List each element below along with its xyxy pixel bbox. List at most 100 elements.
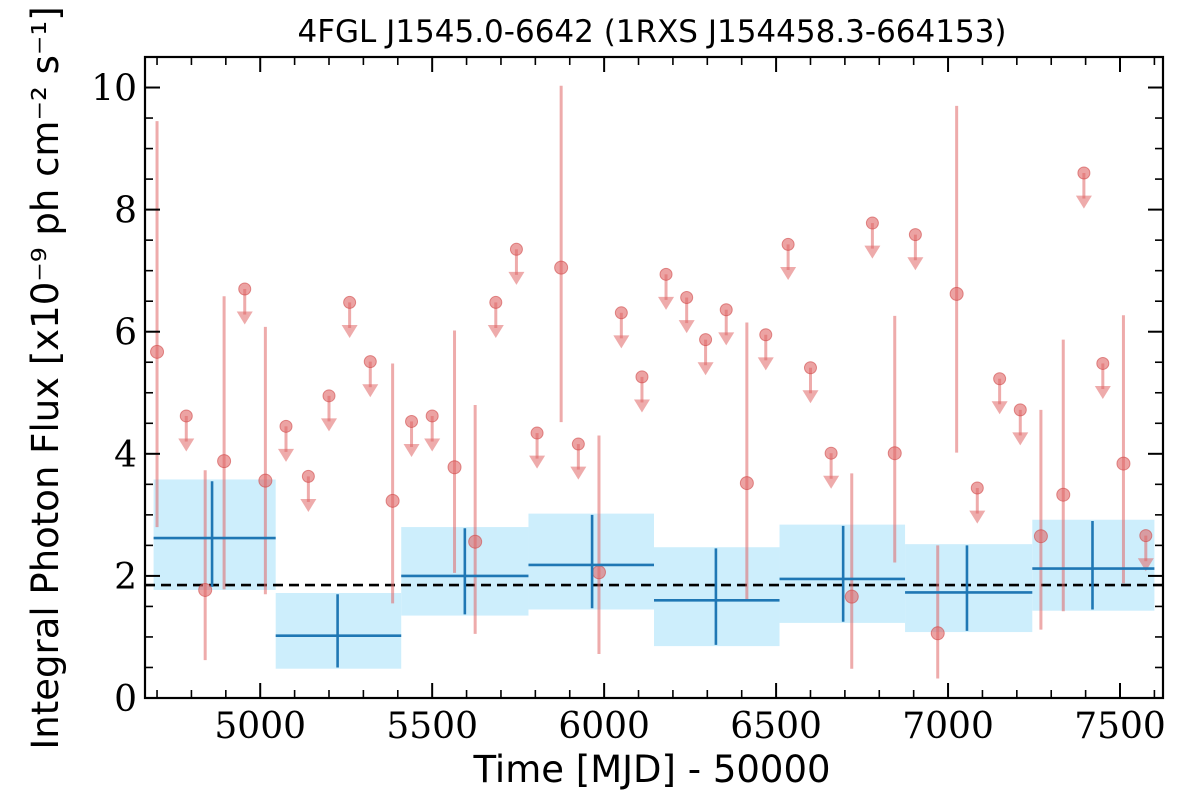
short-bin-point bbox=[385, 493, 400, 508]
x-tick-label: 6500 bbox=[730, 706, 822, 747]
short-bin-point bbox=[447, 460, 462, 475]
upper-limit-arrowhead bbox=[969, 510, 986, 524]
upper-limit-arrowhead bbox=[341, 324, 358, 338]
short-bin-point bbox=[217, 454, 232, 469]
short-bin-point bbox=[150, 344, 165, 359]
upper-limit-arrowhead bbox=[991, 401, 1008, 415]
upper-limit-point bbox=[908, 228, 922, 242]
y-tick-label: 6 bbox=[114, 313, 137, 354]
upper-limit-arrowhead bbox=[658, 296, 675, 310]
upper-limit-point bbox=[1013, 403, 1027, 417]
y-tick-label: 10 bbox=[91, 69, 137, 110]
upper-limit-point bbox=[865, 216, 879, 230]
upper-limit-arrowhead bbox=[780, 266, 797, 280]
upper-limit-point bbox=[571, 437, 585, 451]
x-tick-label: 5500 bbox=[386, 706, 478, 747]
upper-limit-point bbox=[1139, 529, 1153, 543]
short-bin-point bbox=[468, 534, 483, 549]
long-bin-points bbox=[153, 481, 1155, 668]
y-axis-label: Integral Photon Flux [x10⁻⁹ ph cm⁻² s⁻¹] bbox=[24, 6, 67, 749]
axes: 5000 5500 6000 6500 7000 7500 0 2 4 6 8 10 bbox=[91, 55, 1166, 747]
upper-limit-arrowhead bbox=[508, 271, 525, 285]
upper-limit-arrowhead bbox=[1012, 432, 1029, 446]
x-tick-label: 7500 bbox=[1074, 706, 1166, 747]
upper-limit-arrowhead bbox=[424, 438, 441, 452]
short-bin-point bbox=[1033, 529, 1048, 544]
upper-limit-arrowhead bbox=[613, 335, 630, 349]
long-bin-bands bbox=[153, 479, 1155, 669]
upper-limit-arrowhead bbox=[362, 384, 379, 398]
short-bin-points bbox=[150, 85, 1154, 679]
long-bin-band bbox=[153, 479, 276, 590]
upper-limit-point bbox=[970, 481, 984, 495]
upper-limit-point bbox=[1096, 356, 1110, 370]
upper-limit-arrowhead bbox=[678, 320, 695, 334]
y-tick-label: 2 bbox=[114, 557, 137, 598]
plot-frame bbox=[143, 55, 1165, 700]
upper-limit-point bbox=[781, 237, 795, 251]
upper-limit-arrowhead bbox=[178, 438, 195, 452]
short-bin-point bbox=[930, 626, 945, 641]
upper-limit-arrowhead bbox=[633, 399, 650, 413]
upper-limit-point bbox=[719, 303, 733, 317]
upper-limit-arrowhead bbox=[300, 498, 317, 512]
upper-limit-arrowhead bbox=[823, 475, 840, 489]
chart-title: 4FGL J1545.0-6642 (1RXS J154458.3-664153… bbox=[297, 14, 1006, 50]
upper-limit-arrowhead bbox=[864, 245, 881, 259]
upper-limit-arrowhead bbox=[802, 390, 819, 404]
upper-limit-point bbox=[759, 328, 773, 342]
upper-limit-arrowhead bbox=[236, 311, 253, 325]
x-tick-label: 5000 bbox=[214, 706, 306, 747]
short-bin-point bbox=[591, 565, 606, 580]
upper-limit-point bbox=[425, 409, 439, 423]
upper-limit-arrowhead bbox=[757, 357, 774, 371]
short-bin-point bbox=[198, 582, 213, 597]
upper-limit-point bbox=[530, 426, 544, 440]
upper-limit-arrowhead bbox=[1075, 195, 1092, 209]
y-tick-label: 0 bbox=[114, 679, 137, 720]
upper-limit-point bbox=[614, 306, 628, 320]
upper-limit-point bbox=[824, 446, 838, 460]
upper-limit-point bbox=[509, 242, 523, 256]
upper-limit-point bbox=[489, 295, 503, 309]
upper-limit-point bbox=[699, 333, 713, 347]
y-tick-label: 8 bbox=[114, 191, 137, 232]
short-bin-point bbox=[739, 476, 754, 491]
upper-limit-arrowhead bbox=[1094, 386, 1111, 400]
upper-limit-arrowhead bbox=[1137, 558, 1154, 572]
short-bin-point bbox=[258, 473, 273, 488]
x-tick-label: 6000 bbox=[558, 706, 650, 747]
upper-limit-arrowhead bbox=[529, 455, 546, 469]
upper-limit-arrowhead bbox=[570, 466, 587, 480]
upper-limit-arrowhead bbox=[907, 257, 924, 271]
upper-limit-point bbox=[1077, 166, 1091, 180]
upper-limit-arrowhead bbox=[718, 332, 735, 346]
upper-limit-arrowhead bbox=[403, 444, 420, 458]
short-bin-point bbox=[887, 446, 902, 461]
upper-limit-point bbox=[279, 419, 293, 433]
upper-limit-arrowhead bbox=[487, 324, 504, 338]
short-bin-point bbox=[1116, 456, 1131, 471]
short-bin-point bbox=[554, 260, 569, 275]
upper-limit-arrowhead bbox=[278, 448, 295, 462]
x-axis-label: Time [MJD] - 50000 bbox=[472, 748, 830, 791]
x-tick-label: 7000 bbox=[902, 706, 994, 747]
upper-limit-point bbox=[343, 295, 357, 309]
short-bin-point bbox=[1056, 487, 1071, 502]
upper-limit-arrowhead bbox=[697, 362, 714, 376]
short-bin-point bbox=[949, 286, 964, 301]
upper-limit-point bbox=[238, 282, 252, 296]
upper-limit-point bbox=[993, 372, 1007, 386]
y-tick-label: 4 bbox=[114, 435, 137, 476]
upper-limit-point bbox=[659, 267, 673, 281]
upper-limit-arrowhead bbox=[320, 418, 337, 432]
upper-limit-point bbox=[322, 389, 336, 403]
long-bin-band bbox=[905, 544, 1033, 633]
short-bin-point bbox=[844, 589, 859, 604]
upper-limit-point bbox=[405, 414, 419, 428]
upper-limit-point bbox=[635, 370, 649, 384]
upper-limit-point bbox=[179, 409, 193, 423]
upper-limit-point bbox=[803, 361, 817, 375]
upper-limit-point bbox=[301, 469, 315, 483]
